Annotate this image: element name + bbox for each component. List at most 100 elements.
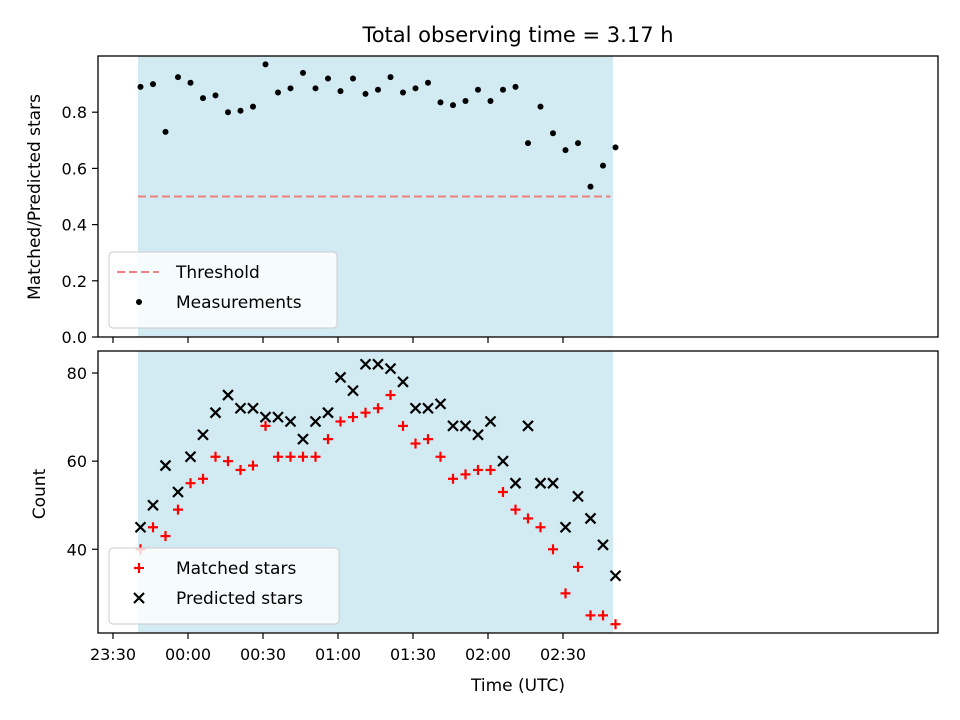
bottom-predicted-point [197,428,209,441]
bottom-predicted-point [522,420,534,432]
top-point [350,75,356,82]
top-panel-ratio: 0.0 0.2 0.4 0.6 0.8 Threshold Measurements [62,55,939,347]
top-point [275,89,281,96]
top-point [575,140,581,147]
x-stroke-b [159,459,172,472]
x-stroke-b [209,406,222,419]
x-stroke-b [133,592,145,604]
x-stroke-b [497,455,509,467]
bottom-panel-counts: 40 60 80 23:30 00:00 00:30 01:00 01:30 02:00 02:3… [67,350,939,664]
bottom-predicted-point [359,358,372,370]
bottom-matched-point [610,619,621,630]
bottom-matched-point [435,451,446,462]
bottom-predicted-point [209,406,222,419]
x-stroke-b [222,389,234,401]
bottom-matched-point [160,531,171,542]
x-stroke-b [584,512,597,525]
x-stroke-b [134,521,147,534]
top-point [587,183,594,190]
top-point [562,147,569,154]
bottom-matched-point [360,407,371,418]
figure-title: Total observing time = 3.17 h [361,23,673,47]
top-point [437,99,444,106]
top-y-tick-label: 0.0 [62,328,87,347]
bottom-predicted-point [222,389,234,401]
top-y-tick-label: 0.2 [62,272,87,291]
bottom-x-tick-label: 23:30 [90,645,136,664]
bottom-x-tick-label: 01:00 [315,645,361,664]
top-point [412,85,419,92]
top-point [537,103,544,110]
top-point [337,88,344,95]
top-point [287,85,294,92]
bottom-matched-point [473,464,483,475]
bottom-x-tick-label: 00:30 [240,645,286,664]
top-point [475,86,481,93]
x-stroke-b [484,415,497,428]
bottom-matched-point [373,403,383,414]
bottom-matched-point [598,610,608,621]
bottom-legend [108,547,340,625]
top-y-tick-label: 0.6 [62,159,87,178]
bottom-matched-point [198,473,208,484]
top-y-axis-label: Matched/Predicted stars [25,94,45,300]
bottom-x-tick-label: 02:30 [540,645,586,664]
bottom-predicted-point [297,433,309,445]
bottom-matched-point [260,420,271,431]
top-legend-label: Measurements [176,293,302,313]
bottom-y-axis-label: Count [30,468,50,519]
bottom-predicted-point [334,371,347,384]
bottom-predicted-point [484,415,497,428]
bottom-predicted-point [309,415,322,428]
bottom-predicted-point [547,477,559,489]
x-stroke-b [609,569,622,582]
bottom-matched-point [535,522,546,533]
top-point [262,61,269,68]
x-stroke-b [284,415,297,428]
bottom-matched-point [148,522,158,533]
bottom-predicted-point [584,512,597,525]
top-point [375,86,381,93]
x-stroke-b [347,384,359,397]
top-point [525,140,531,147]
top-point [300,69,306,76]
bottom-matched-point [210,451,221,462]
bottom-predicted-point [572,490,584,503]
x-stroke-b [547,477,559,489]
bottom-matched-point [510,504,521,515]
top-y-tick-label: 0.4 [62,216,87,235]
bottom-matched-point [485,464,496,475]
bottom-predicted-point [597,539,609,551]
x-stroke-b [372,358,384,370]
top-point [325,75,331,82]
top-point [150,81,156,88]
bottom-frame [97,350,939,634]
bottom-y-tick-label: 80 [67,364,87,383]
bottom-predicted-point [422,402,434,415]
top-point [212,92,219,99]
bottom-predicted-point [559,521,572,534]
x-stroke-b [322,406,334,419]
bottom-predicted-point [272,411,284,423]
bottom-predicted-point [509,477,522,489]
x-stroke-b [534,477,547,489]
bottom-predicted-point [347,384,359,397]
bottom-matched-point [285,451,296,462]
bottom-predicted-point [409,402,422,415]
top-frame [97,55,939,338]
x-stroke-b [409,402,422,415]
top-point [450,102,456,109]
bottom-y-tick-label: 40 [67,540,87,559]
bottom-matched-point [560,588,571,599]
bottom-x-tick-label: 01:30 [390,645,436,664]
bottom-x-tick-label: 02:00 [465,645,511,664]
top-point [487,97,494,104]
top-point [550,130,556,137]
bottom-legend-label: Matched stars [176,559,296,579]
bottom-matched-point [248,460,258,471]
top-point [312,85,319,92]
bottom-matched-point [323,434,333,445]
bottom-predicted-point [184,450,197,463]
top-legend-measurements-swatch [136,299,142,305]
bottom-predicted-point [447,420,459,432]
